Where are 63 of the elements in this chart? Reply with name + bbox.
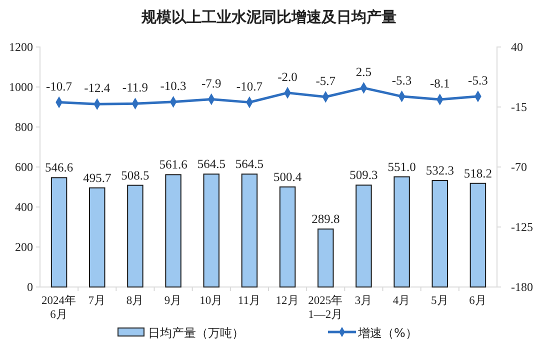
bar: [203, 174, 220, 288]
x-tick-label: 12月: [276, 294, 300, 307]
data-label: -11.9: [122, 80, 148, 95]
x-tick-label: 4月: [392, 294, 411, 307]
bar: [127, 184, 144, 288]
data-label: 500.4: [273, 170, 302, 184]
bar: [356, 184, 372, 288]
data-label: -5.3: [468, 73, 488, 88]
data-label: 2.5: [356, 64, 372, 79]
y2-tick-label: -180: [511, 280, 533, 294]
bar: [394, 176, 410, 288]
x-tick-label: 9月: [164, 294, 182, 307]
x-tick-label: 7月: [88, 294, 106, 307]
legend-label: 日均产量（万吨）: [148, 326, 244, 340]
data-label: 564.5: [235, 157, 264, 172]
data-label: 508.5: [121, 168, 150, 182]
x-tick-label: 11月: [238, 294, 261, 307]
data-label: -12.4: [84, 81, 111, 96]
data-label: 564.5: [197, 157, 226, 172]
bar: [470, 182, 486, 288]
y-tick-label: 1000: [9, 80, 33, 94]
data-label: 546.6: [44, 160, 74, 175]
x-tick-label: 8月: [126, 294, 144, 307]
x-tick-label: 2025年 1—2月: [308, 294, 344, 321]
y-tick-label: 800: [15, 120, 33, 134]
y-tick-label: 400: [15, 200, 33, 214]
data-label: -5.3: [392, 73, 412, 88]
y-tick-label: 0: [27, 280, 33, 294]
data-label: -2.0: [278, 70, 298, 84]
data-label: -8.1: [430, 76, 450, 90]
y-tick-label: 600: [15, 160, 33, 174]
legend-label: 增速（%）: [357, 326, 418, 340]
x-tick-label: 2024年 6月: [42, 294, 77, 321]
bar: [279, 186, 296, 288]
data-label: -7.9: [201, 76, 222, 90]
bar: [241, 174, 258, 288]
bar: [432, 180, 448, 288]
y2-tick-label: -125: [511, 220, 533, 234]
x-tick-label: 5月: [431, 294, 449, 307]
x-tick-label: 6月: [469, 294, 487, 307]
bar: [165, 174, 182, 288]
data-label: 518.2: [464, 166, 492, 180]
data-label: 509.3: [350, 168, 378, 182]
y2-tick-label: -70: [511, 160, 527, 174]
data-label: 289.8: [312, 212, 340, 226]
data-label: 495.7: [83, 170, 112, 185]
x-tick-label: 10月: [200, 294, 224, 307]
y-tick-label: 200: [15, 240, 33, 254]
y2-tick-label: 40: [511, 40, 523, 54]
data-label: -5.7: [316, 74, 336, 88]
y2-tick-label: -15: [511, 100, 527, 114]
data-label: 532.3: [426, 164, 454, 178]
data-label: -10.7: [236, 79, 262, 94]
data-label: 561.6: [159, 158, 188, 172]
y-tick-label: 1200: [9, 40, 33, 54]
data-label: -10.3: [160, 78, 186, 93]
x-tick-label: 3月: [354, 294, 373, 307]
chart-title: 规模以上工业水泥同比增速及日均产量: [140, 8, 396, 26]
bar: [89, 187, 106, 288]
data-label: 551.0: [388, 160, 416, 174]
bar: [50, 177, 68, 288]
bar: [318, 228, 334, 288]
data-label: -10.7: [46, 79, 72, 94]
